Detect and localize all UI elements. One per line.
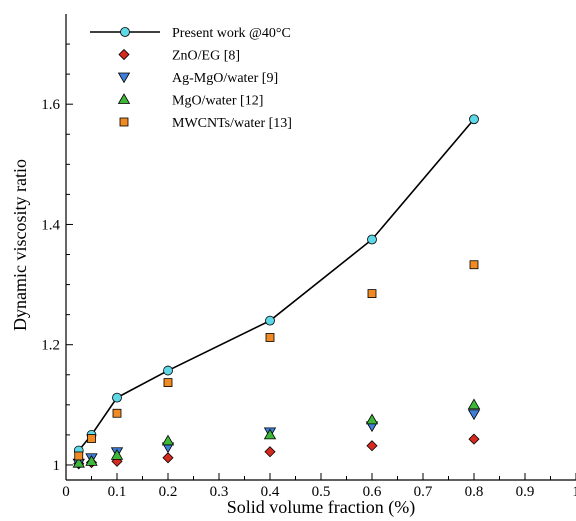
- legend-item-4: MWCNTs/water [13]: [119, 116, 292, 131]
- legend-marker: [119, 117, 129, 127]
- legend-marker: [120, 27, 130, 37]
- plot-area: [72, 114, 481, 470]
- data-point: [87, 434, 96, 443]
- data-point: [265, 333, 275, 342]
- x-tick-label: 0.7: [414, 484, 433, 500]
- legend-label: Present work @40°C: [172, 26, 291, 41]
- legend-marker: [118, 48, 130, 61]
- data-point: [468, 433, 480, 445]
- legend-item-1: ZnO/EG [8]: [118, 48, 240, 64]
- data-point: [112, 408, 122, 418]
- data-point: [162, 452, 174, 464]
- data-point: [161, 434, 175, 446]
- legend-item-0: Present work @40°C: [90, 26, 291, 41]
- x-tick-label: 0.3: [210, 484, 229, 500]
- x-tick-label: 0.5: [312, 484, 331, 500]
- data-point: [74, 451, 84, 461]
- series-4: [74, 260, 479, 461]
- x-tick-label: 0.9: [516, 484, 535, 500]
- legend-item-2: Ag-MgO/water [9]: [117, 71, 278, 86]
- data-point: [469, 260, 479, 270]
- data-point: [112, 392, 122, 403]
- data-point: [85, 455, 98, 466]
- data-point: [367, 234, 377, 245]
- data-point: [163, 378, 173, 387]
- data-point: [72, 456, 85, 468]
- x-tick-label: 0.6: [363, 484, 382, 500]
- legend-label: ZnO/EG [8]: [172, 49, 240, 64]
- x-tick-label: 0: [62, 484, 70, 500]
- y-tick-label: 1.6: [41, 97, 60, 113]
- data-point: [365, 413, 379, 425]
- legend: Present work @40°C ZnO/EG [8] Ag-MgO/water…: [90, 26, 292, 131]
- data-point: [467, 409, 481, 421]
- x-tick-label: 1: [572, 484, 576, 500]
- y-tick-label: 1: [53, 458, 61, 474]
- data-point: [263, 428, 277, 440]
- x-tick-label: 0.2: [159, 484, 178, 500]
- data-point: [163, 365, 173, 376]
- legend-marker: [117, 93, 131, 104]
- data-point: [264, 446, 276, 458]
- y-tick-label: 1.4: [41, 217, 60, 233]
- data-point: [467, 398, 481, 410]
- data-point: [366, 440, 378, 452]
- data-point: [265, 315, 275, 326]
- legend-label: MgO/water [12]: [172, 94, 263, 109]
- legend-marker: [117, 72, 131, 84]
- x-tick-label: 0.1: [108, 484, 127, 500]
- data-point: [469, 114, 479, 125]
- legend-label: MWCNTs/water [13]: [172, 116, 292, 131]
- data-point: [367, 289, 377, 299]
- axes: 0 0.1 0.2 0.3 0.4 0.5 0.6 0.7 0.8 0.9 1 1 1.2 1.4 1.6: [41, 14, 576, 500]
- y-axis-title: Dynamic viscosity ratio: [10, 159, 30, 331]
- legend-item-3: MgO/water [12]: [117, 93, 263, 109]
- legend-label: Ag-MgO/water [9]: [172, 71, 278, 86]
- data-point: [110, 449, 124, 460]
- y-tick-label: 1.2: [41, 338, 60, 354]
- series-3: [72, 398, 481, 468]
- x-tick-label: 0.8: [465, 484, 484, 500]
- x-tick-label: 0.4: [261, 484, 280, 500]
- x-axis-title: Solid volume fraction (%): [227, 497, 415, 518]
